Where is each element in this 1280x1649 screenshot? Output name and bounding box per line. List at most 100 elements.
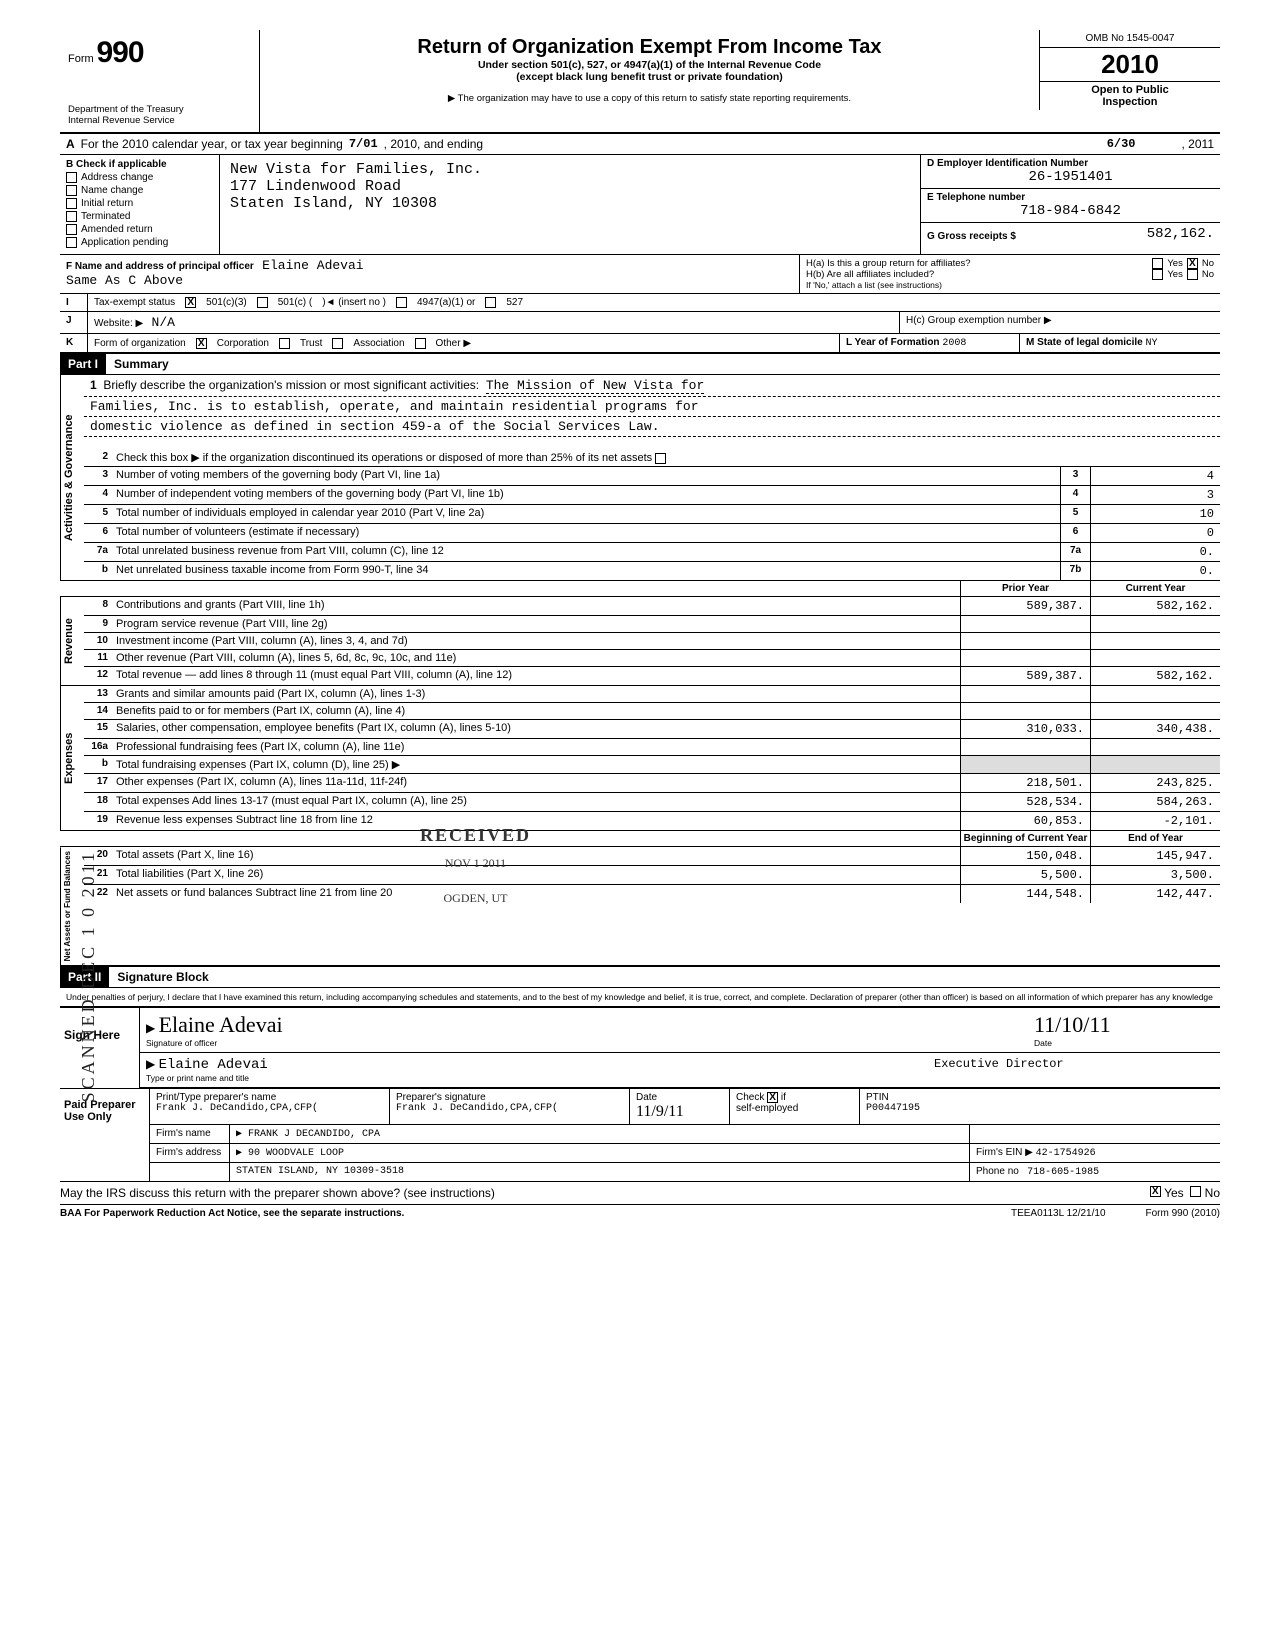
chk-name-change[interactable]: Name change — [66, 185, 213, 196]
hb-yes-box[interactable] — [1152, 269, 1163, 280]
chk-501c3[interactable] — [185, 297, 196, 308]
firm-phone-label: Phone no — [976, 1166, 1019, 1177]
omb-number: OMB No 1545-0047 — [1040, 30, 1220, 48]
firm-addr2: STATEN ISLAND, NY 10309-3518 — [230, 1163, 970, 1181]
l18-prior: 528,534. — [960, 793, 1090, 811]
ha-no-box[interactable] — [1187, 258, 1198, 269]
l22-begin: 144,548. — [960, 885, 1090, 903]
chk-527[interactable] — [485, 297, 496, 308]
form-number: 990 — [96, 36, 143, 69]
line-a-label: A — [66, 137, 75, 151]
officer-name: Elaine Adevai — [262, 258, 363, 273]
l12-curr: 582,162. — [1090, 667, 1220, 685]
chk-terminated[interactable]: Terminated — [66, 211, 213, 222]
chk-self-emp[interactable] — [767, 1092, 778, 1103]
org-addr2: Staten Island, NY 10308 — [230, 195, 910, 212]
firm-addr: ▶ 90 WOODVALE LOOP — [230, 1144, 970, 1162]
l17-curr: 243,825. — [1090, 774, 1220, 792]
revenue-section: Revenue 8Contributions and grants (Part … — [60, 597, 1220, 686]
chk-amended[interactable]: Amended return — [66, 224, 213, 235]
check-applicable: B Check if applicable — [66, 159, 213, 170]
expenses-section: Expenses 13Grants and similar amounts pa… — [60, 686, 1220, 831]
ptin-val: P00447195 — [866, 1103, 1214, 1114]
part1-header: Part I Summary — [60, 353, 1220, 375]
l20-begin: 150,048. — [960, 847, 1090, 865]
chk-pending[interactable]: Application pending — [66, 237, 213, 248]
chk-address-change[interactable]: Address change — [66, 172, 213, 183]
form-title: Return of Organization Exempt From Incom… — [270, 36, 1029, 59]
officer-printed: Elaine Adevai — [159, 1057, 268, 1073]
l19-curr: -2,101. — [1090, 812, 1220, 830]
ptin-label: PTIN — [866, 1092, 1214, 1103]
chk-trust[interactable] — [279, 338, 290, 349]
discuss-question: May the IRS discuss this return with the… — [60, 1186, 1150, 1200]
l8-prior: 589,387. — [960, 597, 1090, 615]
line-j-label: J — [60, 312, 88, 333]
footer-code: TEEA0113L 12/21/10 — [1011, 1208, 1106, 1219]
footer-form: Form 990 (2010) — [1146, 1208, 1220, 1219]
received-stamp: RECEIVED NOV 1 2011 OGDEN, UT — [420, 825, 531, 906]
domicile-label: M State of legal domicile — [1026, 337, 1143, 348]
inspection: Inspection — [1042, 96, 1218, 108]
stamp-received: RECEIVED — [420, 825, 531, 846]
subtitle: Under section 501(c), 527, or 4947(a)(1)… — [270, 59, 1029, 71]
chk-corp[interactable] — [196, 338, 207, 349]
l22-end: 142,447. — [1090, 885, 1220, 903]
org-addr1: 177 Lindenwood Road — [230, 178, 910, 195]
part1-title: Summary — [106, 357, 169, 371]
l8-curr: 582,162. — [1090, 597, 1220, 615]
officer-addr: Same As C Above — [66, 273, 793, 288]
footer-question: May the IRS discuss this return with the… — [60, 1181, 1220, 1204]
l7b-val: 0. — [1090, 562, 1220, 580]
l4-val: 3 — [1090, 486, 1220, 504]
firm-ein: 42-1754926 — [1036, 1148, 1096, 1159]
phone-value: 718-984-6842 — [927, 203, 1214, 219]
l6-val: 0 — [1090, 524, 1220, 542]
website-label: Website: ▶ — [94, 318, 143, 329]
discuss-yes-box[interactable] — [1150, 1186, 1161, 1197]
part2-title: Signature Block — [109, 970, 208, 984]
perjury-text: Under penalties of perjury, I declare th… — [60, 988, 1220, 1007]
sign-here-label: Sign Here — [60, 1008, 140, 1088]
chk-4947[interactable] — [396, 297, 407, 308]
governance-section: Activities & Governance 1 Briefly descri… — [60, 375, 1220, 581]
hb-note: If 'No,' attach a list (see instructions… — [806, 280, 1214, 290]
sign-block: Sign Here ▶ Elaine Adevai Signature of o… — [60, 1007, 1220, 1088]
prep-h2: Preparer's signature — [396, 1092, 623, 1103]
block-b: B Check if applicable Address change Nam… — [60, 155, 1220, 255]
ha-yes-box[interactable] — [1152, 258, 1163, 269]
l18-curr: 584,263. — [1090, 793, 1220, 811]
domicile-val: NY — [1145, 338, 1157, 349]
l5-val: 10 — [1090, 505, 1220, 523]
line-k-label: K — [60, 334, 88, 352]
line-a-yearend: , 2011 — [1182, 137, 1214, 151]
form-org-label: Form of organization — [94, 338, 186, 349]
line-i: I Tax-exempt status 501(c)(3) 501(c) ( )… — [60, 294, 1220, 312]
officer-label: F Name and address of principal officer — [66, 261, 254, 272]
line-a-mid: , 2010, and ending — [384, 137, 483, 151]
phone-label: E Telephone number — [927, 192, 1214, 203]
org-name: New Vista for Families, Inc. — [230, 161, 910, 178]
line-k: K Form of organization Corporation Trust… — [60, 334, 1220, 353]
discuss-no-box[interactable] — [1190, 1186, 1201, 1197]
firm-addr-label: Firm's address — [150, 1144, 230, 1162]
na-side-label: Net Assets or Fund Balances — [60, 847, 84, 965]
form-990-page: SCANNED DEC 1 0 2011 RECEIVED NOV 1 2011… — [60, 30, 1220, 1219]
officer-title: Executive Director — [934, 1057, 1214, 1083]
prep-date: 11/9/11 — [636, 1103, 723, 1121]
hb-no-box[interactable] — [1187, 269, 1198, 280]
prep-sig: Frank J. DeCandido,CPA,CFP( — [396, 1103, 623, 1114]
chk-501c[interactable] — [257, 297, 268, 308]
fy-end: 6/30 — [1101, 137, 1142, 151]
end-year-hdr: End of Year — [1090, 831, 1220, 846]
stamp-date: NOV 1 2011 — [420, 856, 531, 871]
chk-assoc[interactable] — [332, 338, 343, 349]
year-form-label: L Year of Formation — [846, 337, 940, 348]
l1-n: 1 — [90, 378, 97, 392]
firm-ein-label: Firm's EIN ▶ — [976, 1147, 1033, 1158]
website-value: N/A — [152, 315, 175, 330]
chk-other[interactable] — [415, 338, 426, 349]
chk-discontinued[interactable] — [655, 453, 666, 464]
chk-initial-return[interactable]: Initial return — [66, 198, 213, 209]
netassets-section: Net Assets or Fund Balances 20Total asse… — [60, 847, 1220, 966]
